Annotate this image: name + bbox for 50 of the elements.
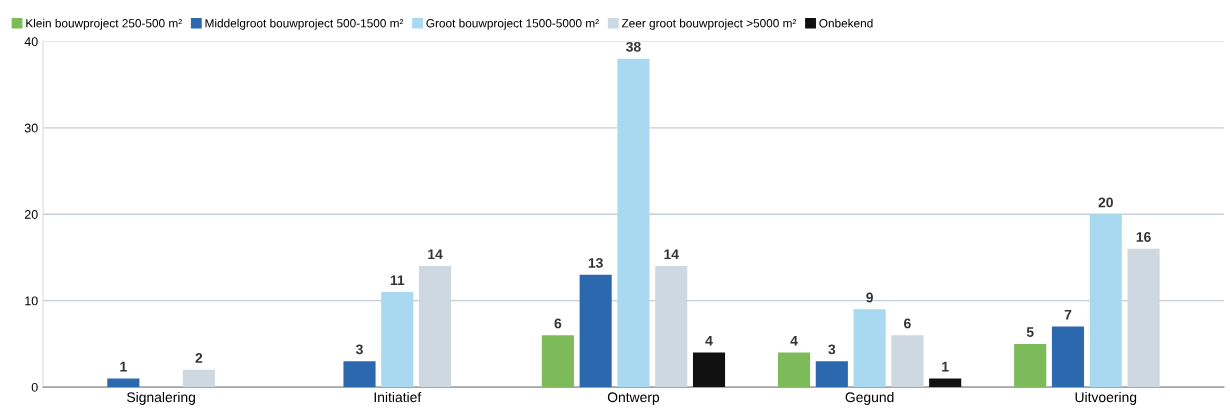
data-label: 11 [390, 275, 405, 285]
data-label: 6 [554, 318, 562, 329]
y-tick-label: 30 [24, 123, 38, 133]
data-label: 5 [1026, 327, 1034, 337]
data-label: 20 [1098, 197, 1113, 208]
data-label: 6 [904, 318, 911, 329]
legend-label: Groot bouwproject 1500-5000 m² [426, 18, 599, 30]
data-label: 4 [790, 335, 798, 346]
bar [381, 292, 414, 388]
data-label: 14 [664, 249, 679, 260]
bar [853, 309, 886, 388]
y-tick-label: 10 [25, 296, 38, 306]
y-tick-label: 0 [31, 382, 38, 392]
y-tick-label: 20 [24, 210, 38, 219]
bar [182, 369, 215, 388]
data-label: 1 [120, 361, 127, 372]
bar [541, 335, 574, 388]
bar [1051, 326, 1085, 388]
x-tick-label: Signalering [127, 391, 195, 405]
data-label: 1 [942, 361, 949, 372]
data-label: 7 [1064, 309, 1072, 320]
data-label: 16 [1136, 232, 1151, 242]
y-tick-label: 40 [24, 37, 38, 47]
bar [929, 378, 962, 388]
data-label: 3 [828, 344, 836, 355]
bar [815, 361, 848, 388]
bar [107, 378, 140, 388]
bar [617, 58, 650, 388]
x-tick-label: Initiatief [374, 391, 422, 403]
bar [891, 335, 924, 388]
data-label: 38 [626, 41, 641, 52]
data-label: 3 [355, 344, 363, 355]
bar [579, 274, 612, 388]
legend-label: Klein bouwproject 250-500 m² [26, 18, 182, 30]
bar [1089, 214, 1122, 388]
bar [1014, 343, 1047, 388]
x-tick-label: Uitvoering [1075, 391, 1137, 405]
bar [777, 352, 811, 388]
bar [692, 352, 726, 388]
data-label: 2 [195, 353, 203, 363]
x-tick-label: Gegund [845, 391, 894, 405]
legend-label: Middelgroot bouwproject 500-1500 m² [205, 18, 404, 30]
data-label: 4 [705, 335, 713, 346]
legend-label: Onbekend [819, 18, 873, 28]
data-label: 14 [428, 249, 443, 260]
data-label: 9 [866, 292, 873, 303]
legend-label: Zeer groot bouwproject >5000 m² [621, 18, 797, 30]
bar [343, 361, 376, 388]
data-label: 13 [588, 257, 603, 268]
x-tick-label: Ontwerp [607, 392, 660, 405]
